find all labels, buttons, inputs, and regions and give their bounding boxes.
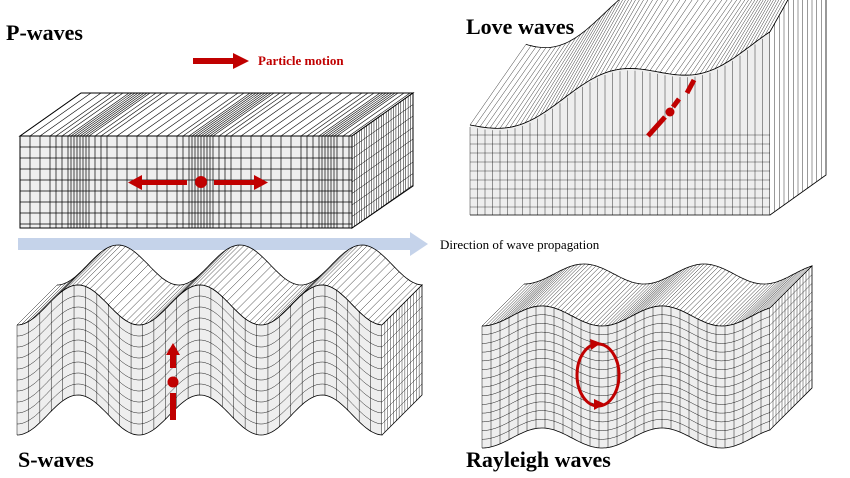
p-wave-particle-motion	[128, 175, 268, 190]
rayleigh-orbit-top-arrowhead-icon	[590, 339, 601, 350]
s-wave-block	[16, 244, 423, 436]
s-wave-upper-dash	[170, 355, 176, 368]
p-wave-right-arrow-shaft	[214, 180, 256, 185]
p-wave-block	[18, 92, 415, 229]
love-wave-middle-dash	[671, 97, 681, 109]
rayleigh-wave-particle-motion	[575, 339, 621, 410]
p-wave-left-arrow-shaft	[140, 180, 187, 185]
love-wave-particle-dot	[665, 107, 675, 117]
love-wave-particle-motion	[646, 78, 697, 138]
love-wave-upper-dash	[684, 78, 697, 95]
s-waves-title: S-waves	[18, 447, 94, 472]
love-wave-block	[469, 0, 827, 216]
s-wave-lower-dash	[170, 393, 176, 420]
p-wave-particle-dot	[195, 176, 207, 188]
love-waves-title: Love waves	[466, 14, 575, 39]
propagation-label: Direction of wave propagation	[440, 237, 600, 252]
p-wave-right-arrowhead-icon	[254, 175, 268, 190]
rayleigh-orbit-bottom-arrowhead-icon	[594, 399, 605, 410]
s-wave-particle-dot	[167, 376, 179, 388]
p-wave-left-arrowhead-icon	[128, 175, 142, 190]
particle-motion-label: Particle motion	[258, 53, 344, 68]
particle-motion-legend: Particle motion	[193, 53, 344, 69]
rayleigh-waves-title: Rayleigh waves	[466, 447, 611, 472]
rayleigh-wave-block	[481, 263, 813, 449]
particle-motion-legend-arrow-icon	[193, 53, 249, 69]
s-wave-particle-motion	[166, 343, 180, 420]
love-wave-lower-dash	[646, 115, 667, 138]
s-wave-up-arrowhead-icon	[166, 343, 180, 355]
p-waves-title: P-waves	[6, 20, 83, 45]
